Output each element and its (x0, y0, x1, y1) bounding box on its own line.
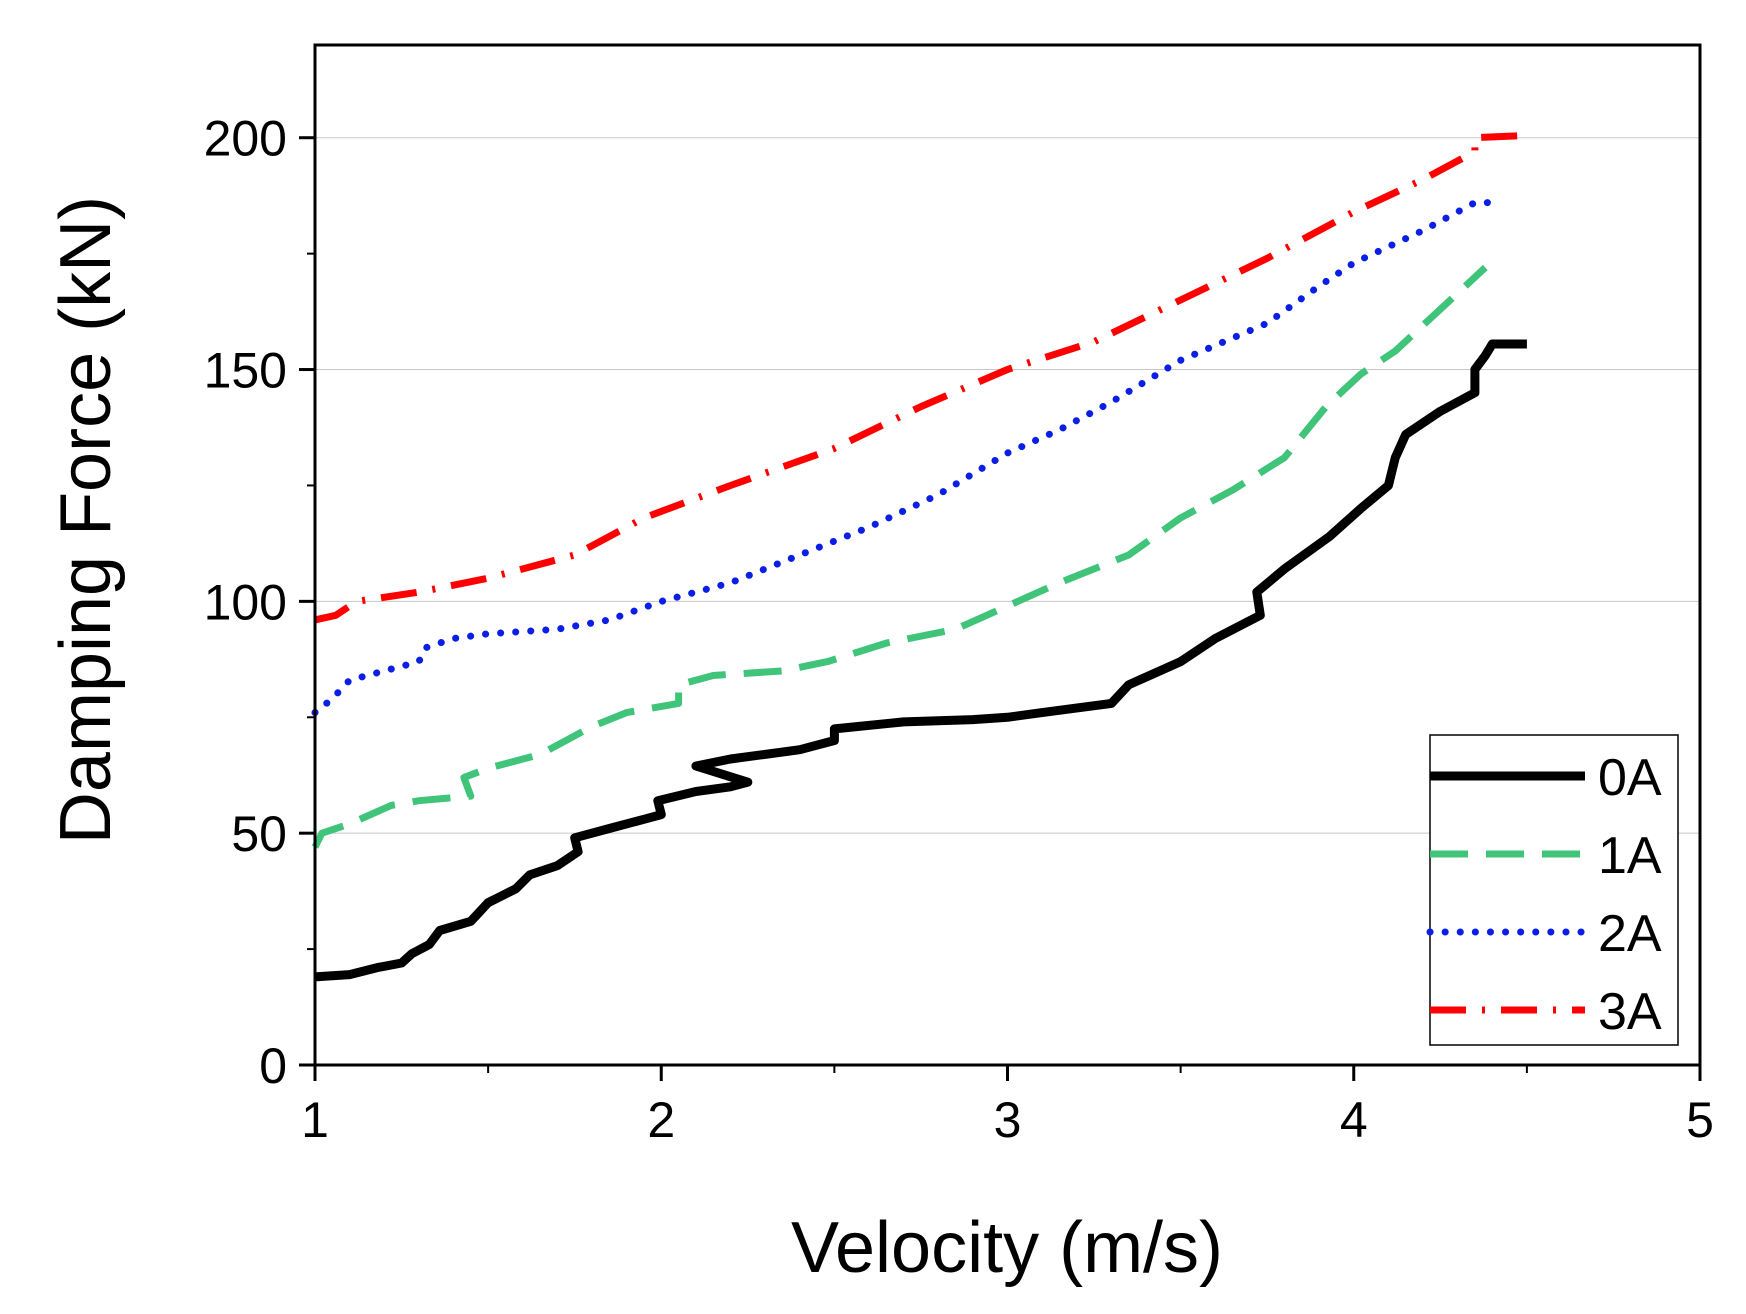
y-tick-label: 100 (204, 574, 287, 630)
series-group (311, 131, 1528, 982)
legend: 0A 1A 2A 3A (1426, 734, 1679, 1046)
legend-box (1429, 734, 1679, 1046)
y-axis-title: Damping Force (kN) (46, 196, 126, 844)
series-line-0A (314, 339, 1527, 982)
legend-label-2A: 2A (1598, 905, 1662, 963)
legend-label-1A: 1A (1598, 827, 1662, 885)
y-tick-label: 150 (204, 343, 287, 399)
legend-label-0A: 0A (1598, 749, 1662, 807)
series-line-1A (311, 264, 1488, 849)
x-tick-label: 1 (301, 1092, 329, 1148)
x-tick-label: 2 (647, 1092, 675, 1148)
series-line-2A (311, 199, 1503, 717)
y-tick-label: 50 (231, 806, 287, 862)
x-tick-label: 4 (1340, 1092, 1368, 1148)
tick-marks (299, 136, 1702, 1081)
series-line-3A (314, 131, 1528, 624)
x-axis-title: Velocity (m/s) (791, 1208, 1223, 1288)
y-tick-label: 0 (259, 1038, 287, 1094)
legend-label-3A: 3A (1598, 983, 1662, 1041)
x-tick-label: 5 (1686, 1092, 1714, 1148)
x-tick-label: 3 (994, 1092, 1022, 1148)
grid-lines (315, 137, 1700, 834)
y-tick-label: 200 (204, 111, 287, 167)
